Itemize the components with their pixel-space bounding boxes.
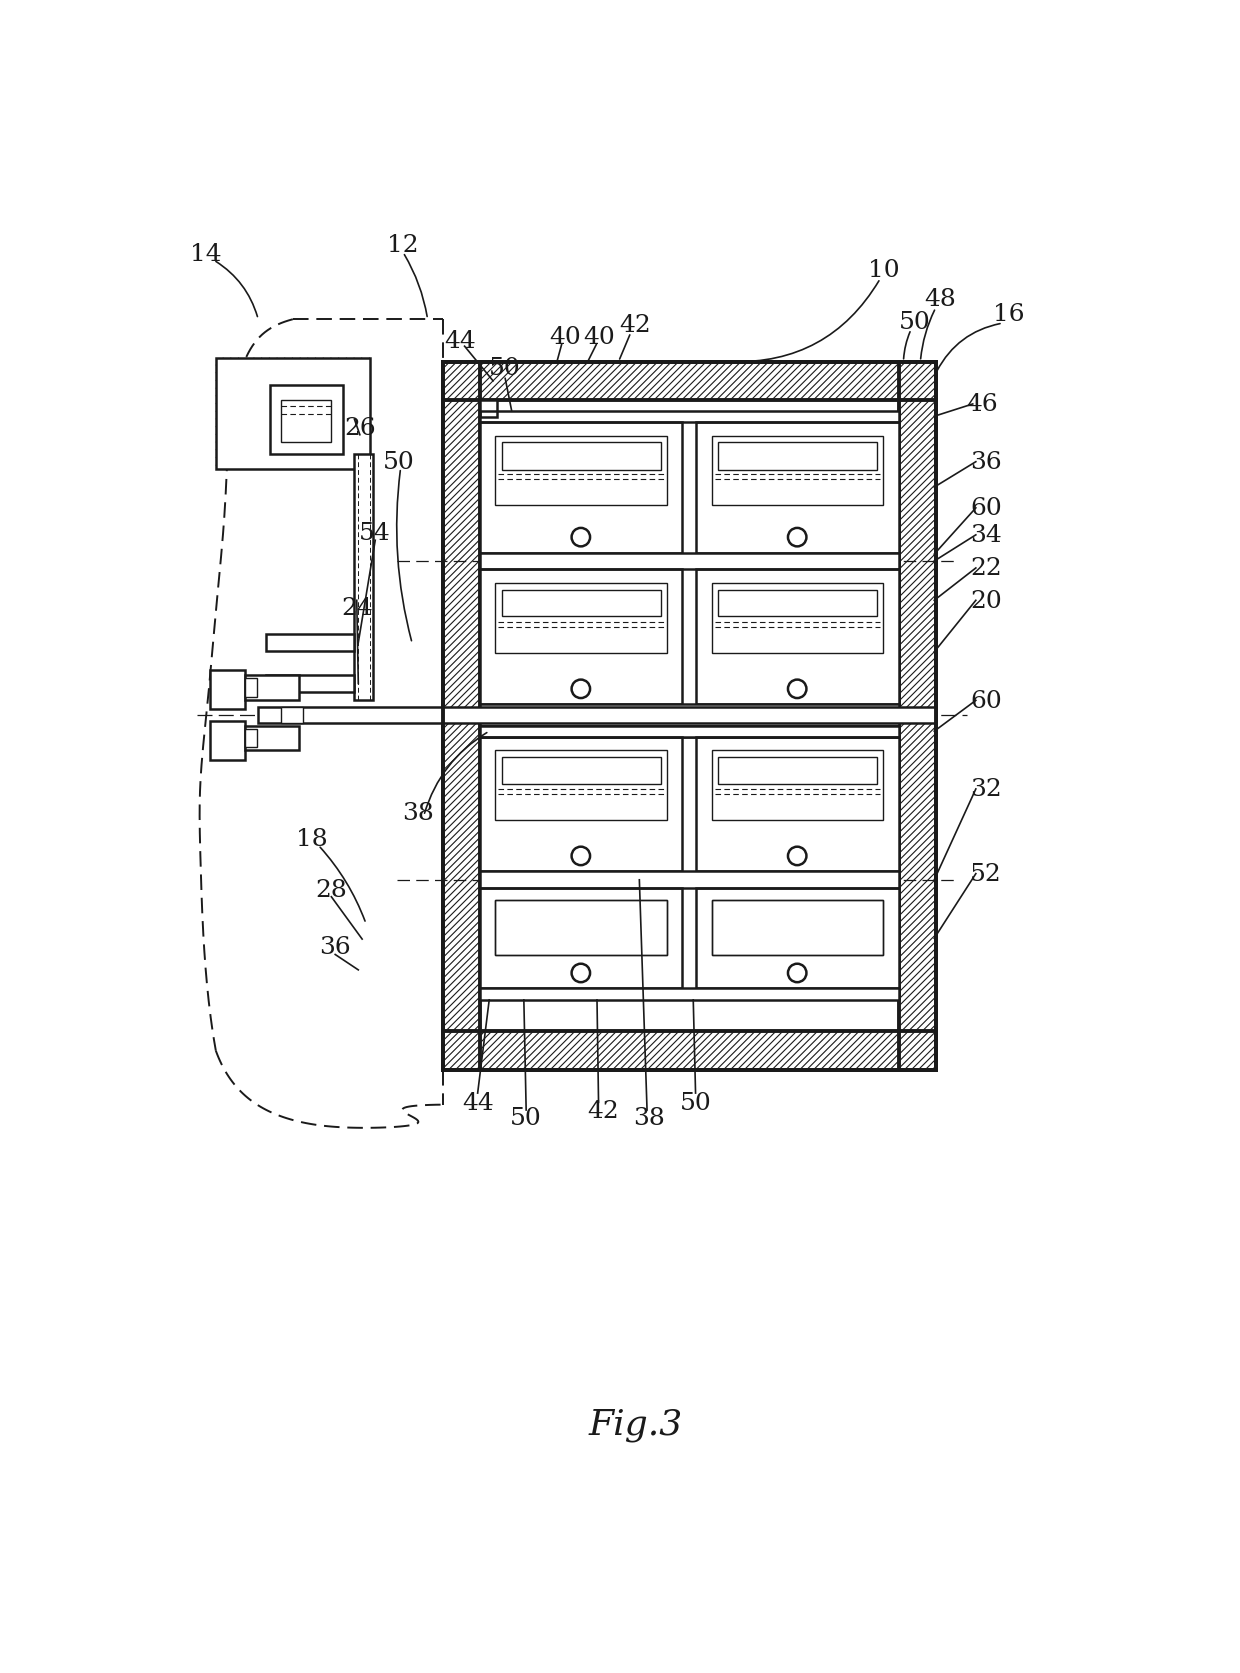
Text: 50: 50 [382,452,414,473]
Bar [697,738,899,872]
Bar [899,363,936,1071]
Text: 46: 46 [966,393,998,417]
Text: 40: 40 [584,326,615,350]
Bar [495,751,667,820]
Bar [712,584,883,652]
Circle shape [787,529,806,547]
Bar [501,591,661,617]
Text: 42: 42 [620,315,651,336]
Bar [480,570,682,704]
Circle shape [787,964,806,982]
Bar [211,671,246,709]
Bar [495,584,667,652]
Bar [480,422,682,554]
Text: 44: 44 [444,330,476,353]
Bar [265,676,355,693]
Circle shape [572,847,590,865]
Bar [480,402,899,1032]
Circle shape [572,529,590,547]
Bar [443,363,480,1071]
Text: 20: 20 [970,589,1002,612]
Text: 32: 32 [970,778,1002,801]
Text: 38: 38 [634,1106,665,1129]
Bar [718,442,877,470]
Bar [258,708,936,724]
Bar [495,900,667,955]
Text: 28: 28 [315,878,347,902]
Text: 36: 36 [970,452,1002,473]
Bar [246,726,299,751]
Bar [718,758,877,785]
Bar [480,554,899,570]
Text: 40: 40 [549,326,580,350]
Text: 60: 60 [970,689,1002,713]
Bar [697,888,899,989]
Bar [270,385,343,455]
Text: 26: 26 [343,417,376,440]
Circle shape [787,681,806,699]
Text: Fig.3: Fig.3 [588,1407,683,1442]
Text: 12: 12 [387,234,419,258]
Bar [697,422,899,554]
Bar [246,676,299,701]
Text: 50: 50 [899,311,931,335]
Bar [443,1032,936,1071]
Text: 60: 60 [970,497,1002,520]
Text: 14: 14 [190,243,222,266]
Text: 18: 18 [296,828,327,852]
Circle shape [572,964,590,982]
Text: 50: 50 [511,1106,542,1129]
Bar [443,363,936,402]
Text: 52: 52 [970,863,1002,885]
Text: 36: 36 [320,935,351,959]
Text: 42: 42 [588,1099,619,1123]
Bar [501,758,661,785]
Bar [501,442,661,470]
Bar [480,726,899,738]
Circle shape [572,681,590,699]
Bar [246,729,258,748]
Bar [480,402,497,418]
Bar [480,704,899,726]
Bar [712,437,883,505]
Bar [480,738,682,872]
Bar [480,888,682,989]
Bar [480,412,899,422]
Text: 38: 38 [403,801,434,825]
Bar [281,708,303,723]
Text: 48: 48 [924,288,956,311]
Text: 10: 10 [868,259,899,281]
Bar [480,726,899,738]
Text: 44: 44 [461,1091,494,1114]
Bar [211,721,246,760]
Bar [216,358,370,470]
Bar [480,872,899,888]
Text: 50: 50 [489,356,521,380]
Bar [712,751,883,820]
Circle shape [787,847,806,865]
Text: 24: 24 [341,597,373,621]
Text: 50: 50 [680,1091,712,1114]
Bar [281,402,331,443]
Text: 16: 16 [993,303,1024,326]
Text: 22: 22 [970,557,1002,581]
Bar [355,455,373,701]
Text: 54: 54 [360,522,391,545]
Bar [718,591,877,617]
Bar [495,437,667,505]
Bar [712,900,883,955]
Text: 34: 34 [970,524,1002,547]
Bar [480,989,899,1000]
Bar [246,679,258,698]
Bar [697,570,899,704]
Bar [265,634,355,652]
